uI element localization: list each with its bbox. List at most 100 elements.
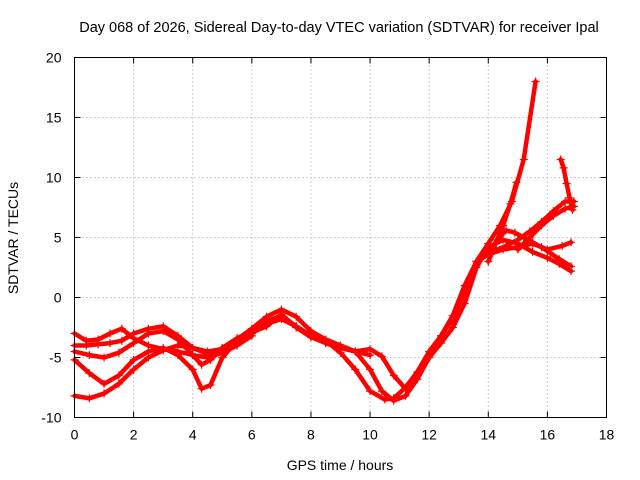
data-point — [105, 329, 114, 338]
data-point — [144, 341, 153, 350]
data-point — [366, 351, 375, 360]
data-point — [292, 312, 301, 321]
x-axis-label: GPS time / hours — [287, 457, 394, 473]
x-tick-label: 16 — [540, 427, 556, 443]
x-tick-label: 8 — [307, 427, 315, 443]
y-tick-label: 15 — [46, 110, 62, 126]
data-point — [277, 315, 286, 324]
data-series — [70, 77, 578, 405]
series-8 — [484, 178, 521, 266]
data-point — [561, 197, 570, 206]
data-point — [565, 193, 574, 202]
data-point — [546, 249, 555, 258]
data-point — [129, 365, 138, 374]
x-tick-label: 0 — [71, 427, 79, 443]
data-point — [401, 391, 410, 400]
data-point — [159, 322, 168, 331]
data-point — [105, 339, 114, 348]
data-point — [197, 360, 206, 369]
data-point — [448, 311, 457, 320]
series-10 — [556, 155, 577, 214]
data-point — [559, 163, 568, 172]
data-point — [129, 355, 138, 364]
data-point — [567, 262, 576, 271]
data-point — [321, 339, 330, 348]
series-5 — [70, 331, 256, 403]
data-point — [117, 336, 126, 345]
data-point — [100, 353, 109, 362]
data-point — [389, 371, 398, 380]
y-tick-label: 0 — [54, 290, 62, 306]
data-point — [513, 235, 522, 244]
axis-ticks: 0 2 4 6 8 10 12 14 16 18 -10 -5 0 5 10 15 20 — [41, 50, 614, 443]
data-point — [85, 369, 94, 378]
data-point — [114, 371, 123, 380]
data-point — [277, 305, 286, 314]
data-point — [129, 334, 138, 343]
data-point — [556, 155, 565, 164]
data-point — [562, 179, 571, 188]
data-point — [380, 395, 389, 404]
series-9 — [513, 202, 578, 254]
data-point — [336, 343, 345, 352]
data-point — [100, 379, 109, 388]
data-point — [413, 375, 422, 384]
data-point — [233, 341, 242, 350]
data-point — [502, 241, 511, 250]
data-point — [484, 257, 493, 266]
data-point — [262, 319, 271, 328]
data-point — [528, 238, 537, 247]
data-point — [82, 336, 91, 345]
data-point — [366, 365, 375, 374]
data-point — [377, 387, 386, 396]
data-point — [537, 221, 546, 230]
data-point — [528, 247, 537, 256]
x-tick-label: 14 — [480, 427, 496, 443]
x-tick-label: 2 — [130, 427, 138, 443]
data-point — [188, 365, 197, 374]
data-point — [555, 255, 564, 264]
data-point — [549, 211, 558, 220]
data-point — [173, 331, 182, 340]
data-point — [188, 351, 197, 360]
data-point — [114, 348, 123, 357]
data-point — [558, 241, 567, 250]
data-point — [85, 351, 94, 360]
x-tick-label: 6 — [248, 427, 256, 443]
grid — [74, 57, 607, 418]
data-point — [351, 347, 360, 356]
data-point — [567, 238, 576, 247]
y-tick-label: 20 — [46, 50, 62, 66]
data-point — [377, 352, 386, 361]
data-point — [537, 243, 546, 252]
data-point — [543, 253, 552, 262]
data-point — [159, 346, 168, 355]
data-point — [568, 205, 577, 214]
data-point — [100, 389, 109, 398]
y-axis-label: SDTVAR / TECUs — [5, 182, 21, 294]
data-point — [117, 324, 126, 333]
data-point — [292, 322, 301, 331]
data-point — [144, 324, 153, 333]
y-tick-label: -10 — [41, 410, 61, 426]
y-tick-label: 5 — [54, 230, 62, 246]
data-point — [218, 348, 227, 357]
data-point — [460, 281, 469, 290]
data-point — [436, 331, 445, 340]
data-point — [472, 257, 481, 266]
data-point — [512, 178, 521, 187]
data-point — [519, 155, 528, 164]
y-tick-label: -5 — [49, 350, 62, 366]
data-point — [448, 323, 457, 332]
data-point — [203, 349, 212, 358]
data-point — [173, 341, 182, 350]
data-point — [531, 77, 540, 86]
data-point — [247, 331, 256, 340]
data-point — [366, 387, 375, 396]
chart-title: Day 068 of 2026, Sidereal Day-to-day VTE… — [79, 20, 599, 36]
data-point — [85, 394, 94, 403]
data-point — [513, 245, 522, 254]
data-point — [389, 396, 398, 405]
x-tick-label: 10 — [362, 427, 378, 443]
